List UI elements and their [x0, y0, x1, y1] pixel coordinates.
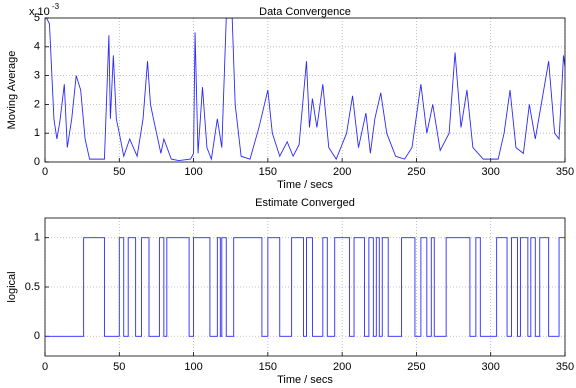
y-tick-label: 3: [34, 70, 40, 82]
y-tick-label: 0: [34, 156, 40, 168]
plot-area: [45, 18, 565, 162]
chart-title: Data Convergence: [259, 6, 351, 18]
y-axis-label: logical: [6, 271, 18, 302]
x-tick-label: 50: [113, 166, 125, 178]
x-tick-label: 150: [259, 166, 277, 178]
x-tick-label: 300: [482, 166, 500, 178]
x-tick-label: 200: [333, 361, 351, 373]
y-scale-label: x 10: [29, 6, 50, 18]
x-tick-label: 50: [113, 361, 125, 373]
x-tick-label: 250: [407, 166, 425, 178]
plot-area: [45, 218, 565, 356]
x-tick-label: 100: [184, 361, 202, 373]
x-tick-label: 300: [482, 361, 500, 373]
x-tick-label: 250: [407, 361, 425, 373]
chart-title: Estimate Converged: [255, 197, 355, 209]
x-tick-label: 200: [333, 166, 351, 178]
x-tick-label: 0: [42, 166, 48, 178]
y-tick-label: 0.5: [25, 281, 40, 293]
y-tick-label: 1: [34, 232, 40, 244]
x-axis-label: Time / secs: [277, 374, 333, 386]
y-tick-label: 4: [34, 41, 40, 53]
data-line: [46, 18, 565, 162]
y-tick-label: 0: [34, 330, 40, 342]
x-tick-label: 350: [556, 166, 574, 178]
y-tick-label: 1: [34, 127, 40, 139]
x-axis-label: Time / secs: [277, 179, 333, 191]
y-tick-label: 5: [34, 12, 40, 24]
x-tick-label: 100: [184, 166, 202, 178]
axes-frame: [44, 17, 566, 163]
y-axis-label: Moving Average: [6, 51, 18, 130]
x-tick-label: 0: [42, 361, 48, 373]
y-scale-exponent: -3: [52, 2, 60, 11]
data-line: [45, 237, 565, 337]
axes-frame: [44, 217, 566, 357]
x-tick-label: 350: [556, 361, 574, 373]
y-tick-label: 2: [34, 98, 40, 110]
x-tick-label: 150: [259, 361, 277, 373]
